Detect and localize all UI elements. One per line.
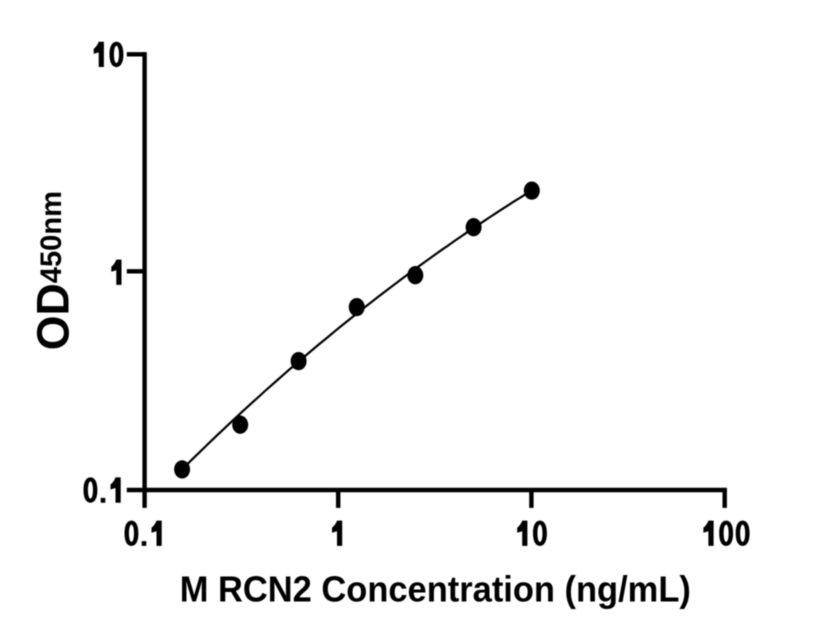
svg-text:M RCN2 Concentration (ng/mL): M RCN2 Concentration (ng/mL) [180,570,691,610]
